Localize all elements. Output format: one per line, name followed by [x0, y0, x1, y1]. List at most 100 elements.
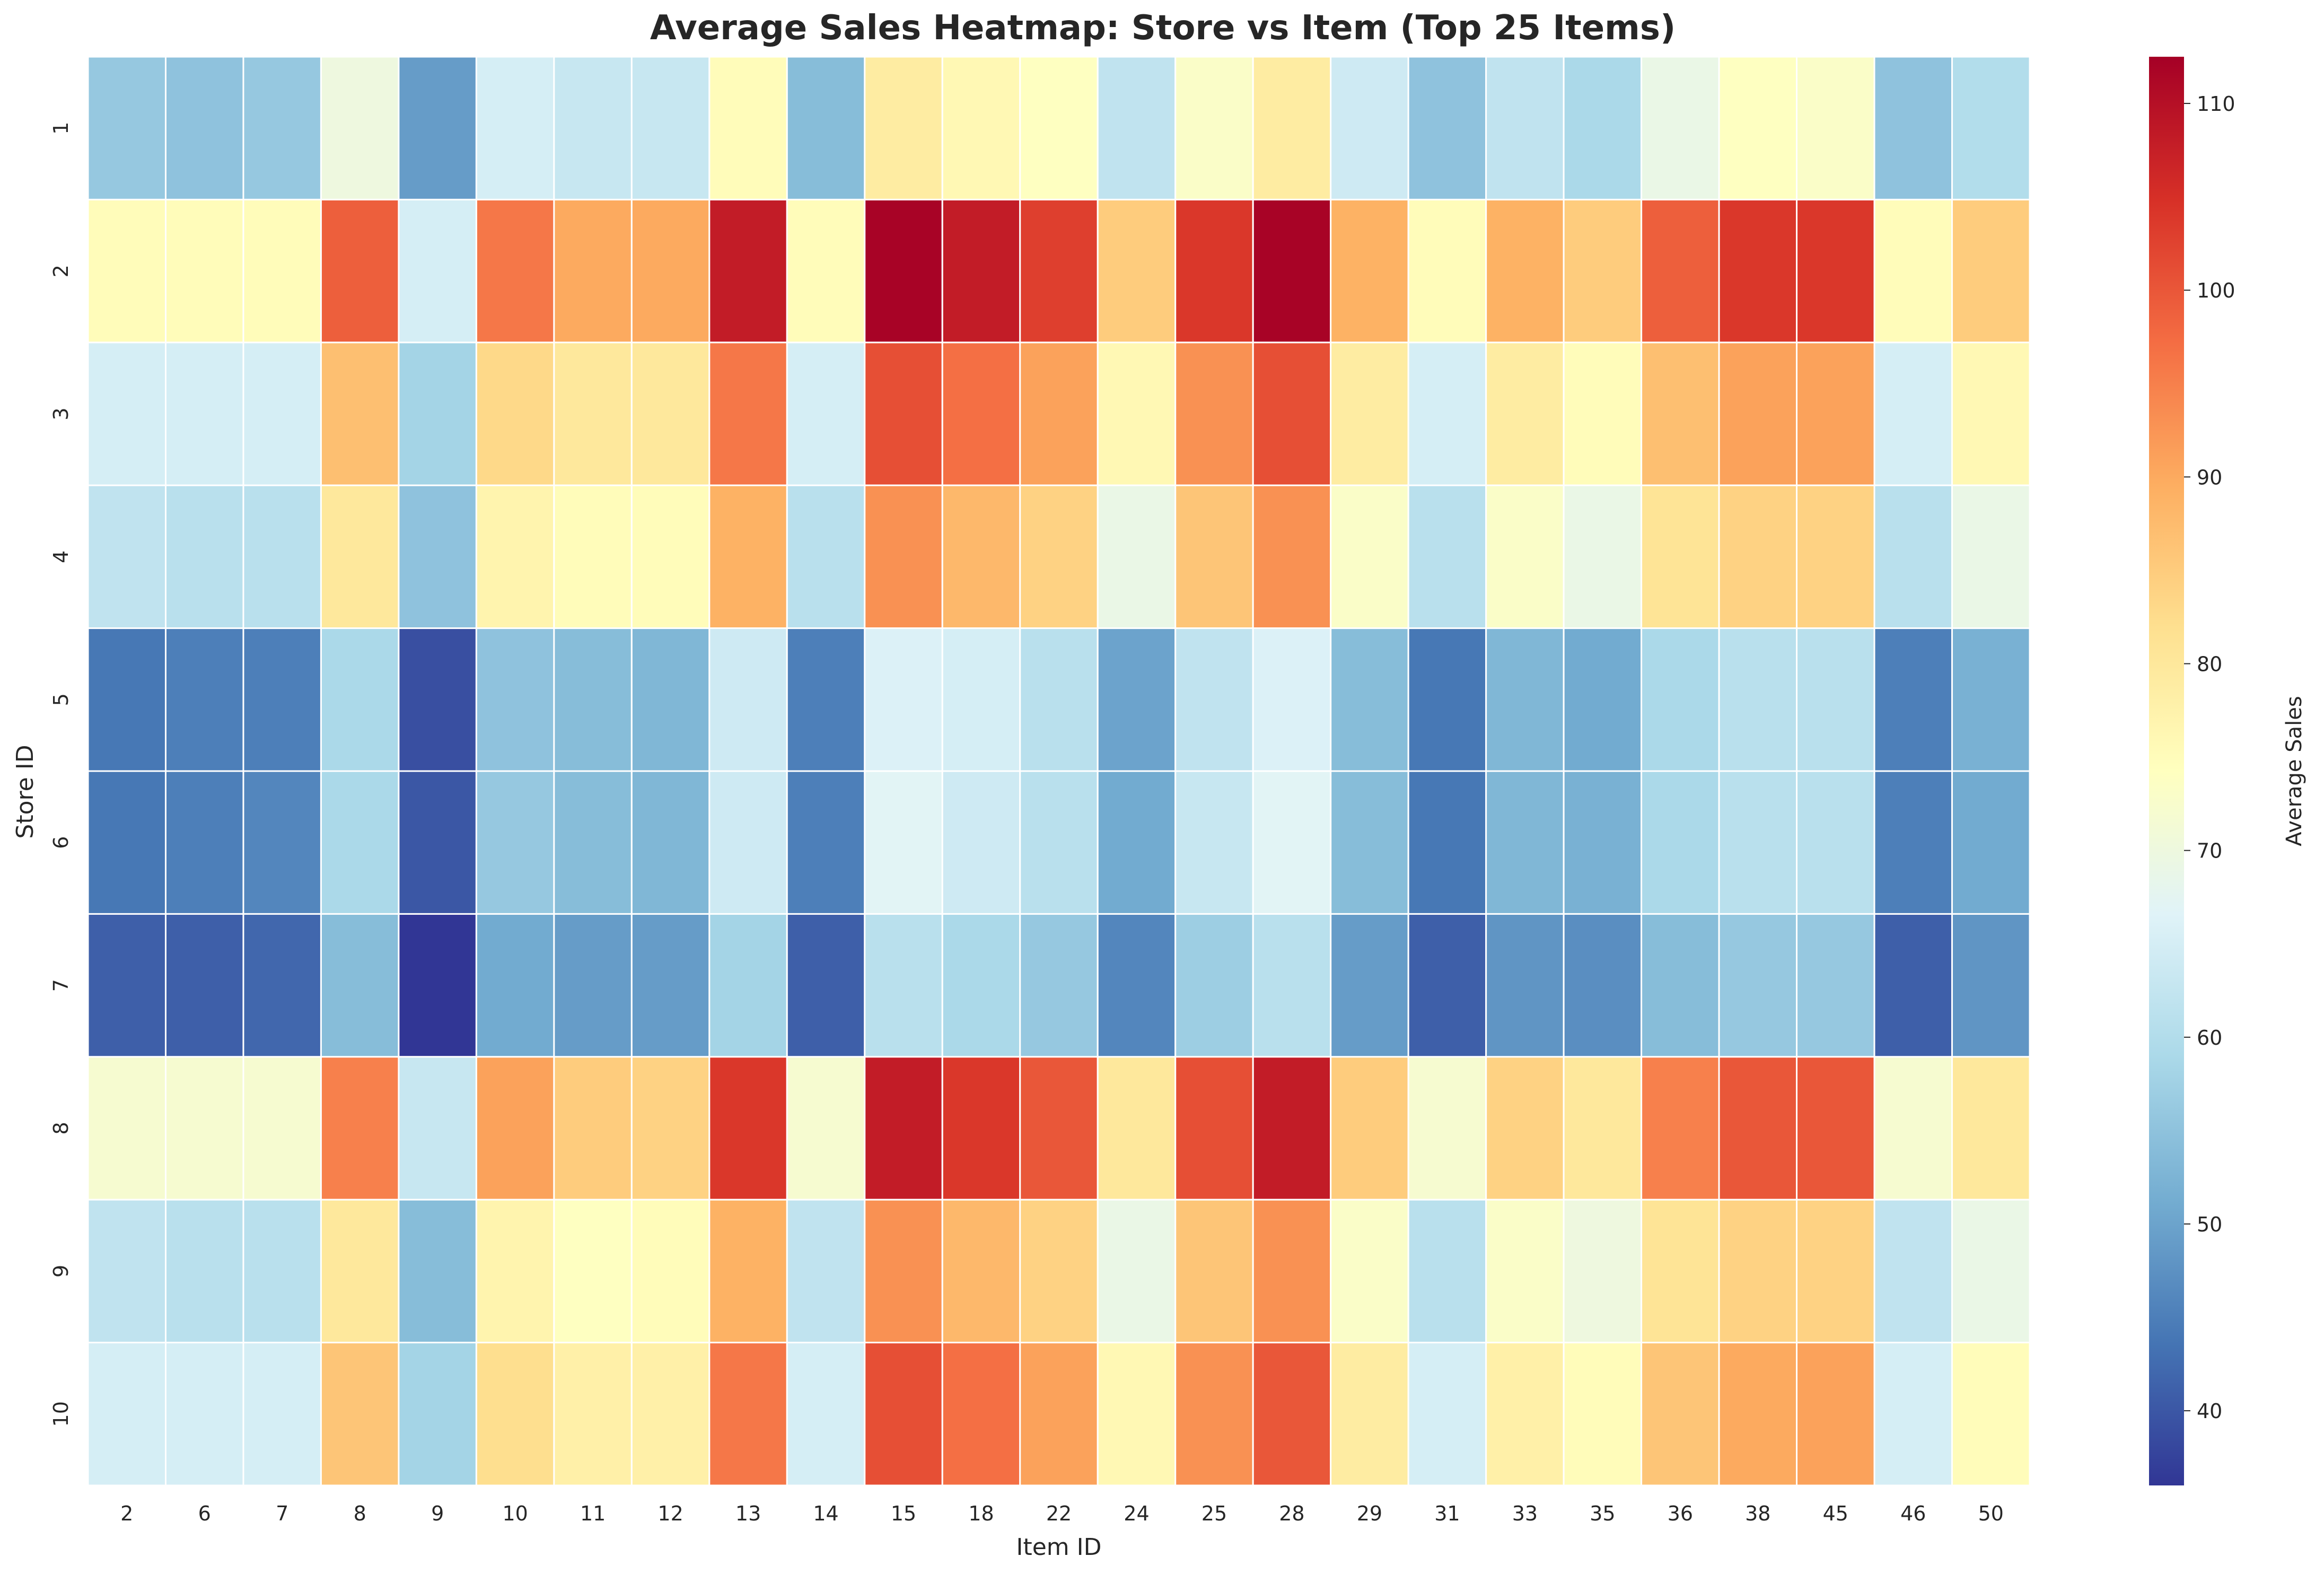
colorbar-tick-label: 90: [2197, 466, 2222, 489]
heatmap-cell: [320, 56, 400, 200]
heatmap-cell: [553, 484, 633, 629]
y-tick-label: 4: [49, 550, 73, 563]
heatmap-cell: [1951, 484, 2031, 629]
heatmap-cell: [1330, 198, 1409, 344]
x-tick-label: 35: [1590, 1502, 1615, 1525]
heatmap-cell: [242, 484, 322, 629]
heatmap-cell: [1097, 1342, 1177, 1486]
heatmap-cell: [941, 56, 1021, 200]
heatmap-cell: [1097, 770, 1177, 915]
heatmap-cell: [1563, 1056, 1643, 1201]
heatmap-cell: [1019, 198, 1099, 344]
x-tick-label: 22: [1046, 1502, 1072, 1525]
heatmap-cell: [1097, 484, 1177, 629]
heatmap-cell: [1097, 913, 1177, 1058]
heatmap-cell: [398, 1199, 477, 1344]
x-axis-ticks: 2 6 7 8 9 10 11 12 13 14 15 18 22 24 25 28 29 31 33 35 36 38 4…: [120, 1502, 2004, 1525]
x-tick-label: 14: [813, 1502, 838, 1525]
heatmap-cell: [1796, 56, 1875, 200]
heatmap-cell: [242, 56, 322, 200]
heatmap-cell: [1563, 1342, 1643, 1486]
heatmap-cell: [864, 1342, 943, 1486]
chart-title: Average Sales Heatmap: Store vs Item (To…: [650, 8, 1676, 48]
heatmap-cell: [1252, 627, 1332, 772]
heatmap-cell: [1641, 198, 1720, 344]
heatmap-cell: [941, 1342, 1021, 1486]
heatmap-cell: [708, 342, 788, 486]
heatmap-cell: [1485, 770, 1565, 915]
heatmap-cell: [1174, 913, 1254, 1058]
heatmap-cell: [320, 913, 400, 1058]
heatmap-cell: [1407, 913, 1487, 1058]
heatmap-cell: [708, 1342, 788, 1486]
heatmap-cell: [708, 770, 788, 915]
heatmap-cell: [630, 1056, 711, 1201]
heatmap-cell: [398, 1342, 477, 1486]
x-axis-label: Item ID: [1016, 1534, 1101, 1561]
heatmap-cell: [1563, 484, 1643, 629]
heatmap-cell: [242, 627, 322, 772]
heatmap-cell: [630, 484, 711, 629]
x-tick-label: 12: [657, 1502, 683, 1525]
heatmap-cell: [1641, 913, 1720, 1058]
heatmap-cell: [1174, 627, 1254, 772]
heatmap-cell: [87, 1199, 166, 1344]
heatmap-cell: [87, 913, 166, 1058]
heatmap-cell: [1407, 627, 1487, 772]
heatmap-cell: [1563, 1199, 1643, 1344]
heatmap-cell: [1951, 1342, 2031, 1486]
x-tick-label: 18: [968, 1502, 994, 1525]
heatmap-cell: [708, 913, 788, 1058]
heatmap-cell: [1330, 627, 1409, 772]
heatmap-cell: [87, 56, 166, 200]
heatmap-cell: [786, 342, 866, 486]
heatmap-cell: [708, 198, 788, 344]
heatmap-cell: [1407, 484, 1487, 629]
heatmap-cell: [630, 913, 711, 1058]
heatmap-cell: [1252, 484, 1332, 629]
heatmap-cell: [1019, 484, 1099, 629]
heatmap-cell: [164, 56, 244, 200]
heatmap-cell: [864, 342, 943, 486]
heatmap-cell: [398, 1056, 477, 1201]
heatmap-cell: [1174, 342, 1254, 486]
heatmap-cell: [320, 198, 400, 344]
heatmap-cell: [1174, 1342, 1254, 1486]
heatmap-cell: [1252, 56, 1332, 200]
y-tick-label: 8: [49, 1122, 73, 1134]
heatmap-cell: [553, 342, 633, 486]
heatmap-cell: [1873, 198, 1953, 344]
heatmap-cell: [941, 198, 1021, 344]
heatmap-cell: [1951, 1199, 2031, 1344]
colorbar-tick-label: 60: [2197, 1026, 2222, 1050]
heatmap-cell: [87, 1342, 166, 1486]
heatmap-cell: [864, 484, 943, 629]
heatmap-cell: [1097, 627, 1177, 772]
colorbar-tick-label: 70: [2197, 840, 2222, 863]
heatmap-cell: [941, 627, 1021, 772]
heatmap-cell: [553, 913, 633, 1058]
y-tick-label: 9: [49, 1265, 73, 1278]
heatmap-cell: [475, 198, 555, 344]
heatmap-cell: [1019, 342, 1099, 486]
colorbar-label: Average Sales: [2282, 696, 2307, 846]
heatmap-cell: [1718, 627, 1798, 772]
heatmap-cell: [1330, 342, 1409, 486]
heatmap-cell: [1796, 627, 1875, 772]
heatmap-cell: [786, 198, 866, 344]
heatmap-cell: [1951, 770, 2031, 915]
heatmap-cell: [1407, 198, 1487, 344]
heatmap-cell: [630, 1199, 711, 1344]
heatmap-cell: [475, 484, 555, 629]
x-tick-label: 46: [1900, 1502, 1926, 1525]
heatmap-cell: [164, 484, 244, 629]
heatmap-cell: [630, 342, 711, 486]
heatmap-cell: [1951, 56, 2031, 200]
heatmap-cell: [398, 342, 477, 486]
y-axis-label: Store ID: [12, 745, 39, 838]
x-tick-label: 38: [1745, 1502, 1770, 1525]
heatmap-cell: [242, 770, 322, 915]
heatmap-cell: [1796, 1056, 1875, 1201]
heatmap-cell: [708, 56, 788, 200]
heatmap-cell: [1563, 770, 1643, 915]
